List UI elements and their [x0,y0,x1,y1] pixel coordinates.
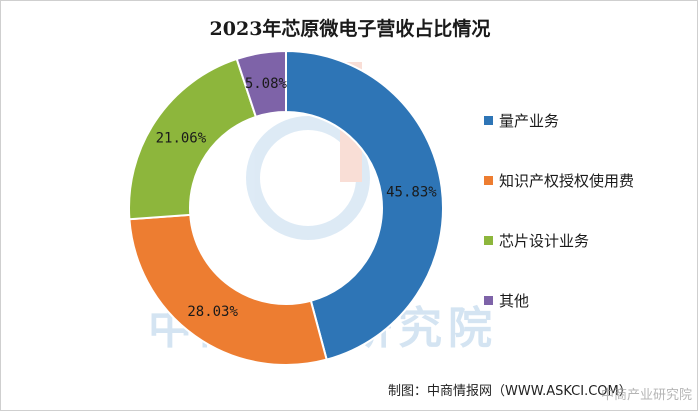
legend-item-other: 其他 [484,290,529,311]
legend-swatch [484,236,493,245]
corner-watermark: 中商产业研究院 [600,388,692,403]
legend-label: 其他 [499,292,530,310]
legend-swatch [484,296,493,305]
slice-mass-production [285,49,444,361]
legend-label: 芯片设计业务 [499,232,590,250]
chart-title: 2023年芯原微电子营收占比情况 [209,18,491,40]
legend-label: 知识产权授权使用费 [499,172,635,190]
data-label-chip-design: 21.06% [156,131,207,147]
slice-other [235,49,287,119]
legend-item-chip-design: 芯片设计业务 [484,230,589,251]
legend-swatch [484,176,493,185]
legend-label: 量产业务 [499,112,560,130]
data-label-ip-licensing: 28.03% [187,304,238,320]
legend-swatch [484,116,493,125]
slice-ip-licensing [128,213,328,366]
data-label-other: 5.08% [245,76,288,92]
legend-item-ip-licensing: 知识产权授权使用费 [484,170,634,191]
data-label-mass-production: 45.83% [386,184,437,200]
legend-item-mass-production: 量产业务 [484,110,559,131]
source-note: 制图：中商情报网（WWW.ASKCI.COM） [388,384,632,399]
